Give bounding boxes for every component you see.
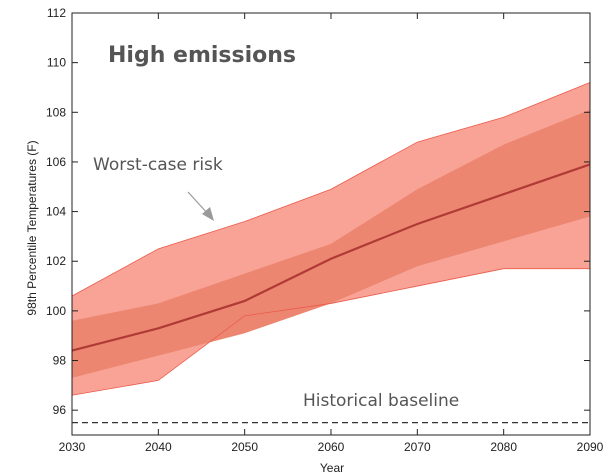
y-tick-label: 96 — [53, 403, 67, 417]
ticks-layer: 2030 2040 2050 2060 2070 2080 2090 96 98 100 102 10… — [46, 6, 604, 454]
x-tick-label: 2090 — [577, 440, 604, 454]
y-tick-label: 112 — [47, 6, 66, 20]
baseline-annotation: Historical baseline — [303, 391, 459, 411]
bands-layer — [72, 82, 590, 396]
x-tick-label: 2040 — [145, 440, 172, 454]
arrow-icon — [187, 191, 214, 221]
y-tick-label: 110 — [47, 56, 66, 70]
y-tick-label: 102 — [46, 254, 66, 268]
x-tick-label: 2050 — [231, 440, 258, 454]
chart-title: High emissions — [108, 43, 296, 68]
y-tick-label: 98 — [53, 354, 67, 368]
x-tick-label: 2030 — [59, 440, 86, 454]
x-tick-label: 2070 — [404, 440, 431, 454]
x-axis-label: Year — [320, 461, 344, 475]
outer-band-upper-edge — [71, 82, 591, 297]
y-tick-label: 100 — [46, 304, 66, 318]
x-tick-label: 2080 — [490, 440, 517, 454]
y-tick-label: 108 — [46, 105, 66, 119]
inner-band — [72, 109, 590, 378]
outer-band-lower-edge — [71, 268, 590, 396]
worst-case-annotation: Worst-case risk — [93, 155, 223, 175]
median-line — [71, 163, 591, 352]
y-tick-label: 104 — [46, 205, 66, 219]
lines-layer — [71, 82, 591, 424]
y-tick-label: 106 — [46, 155, 66, 169]
x-tick-label: 2060 — [318, 440, 345, 454]
y-axis-label: 98th Percentile Temperatures (F) — [25, 140, 39, 315]
